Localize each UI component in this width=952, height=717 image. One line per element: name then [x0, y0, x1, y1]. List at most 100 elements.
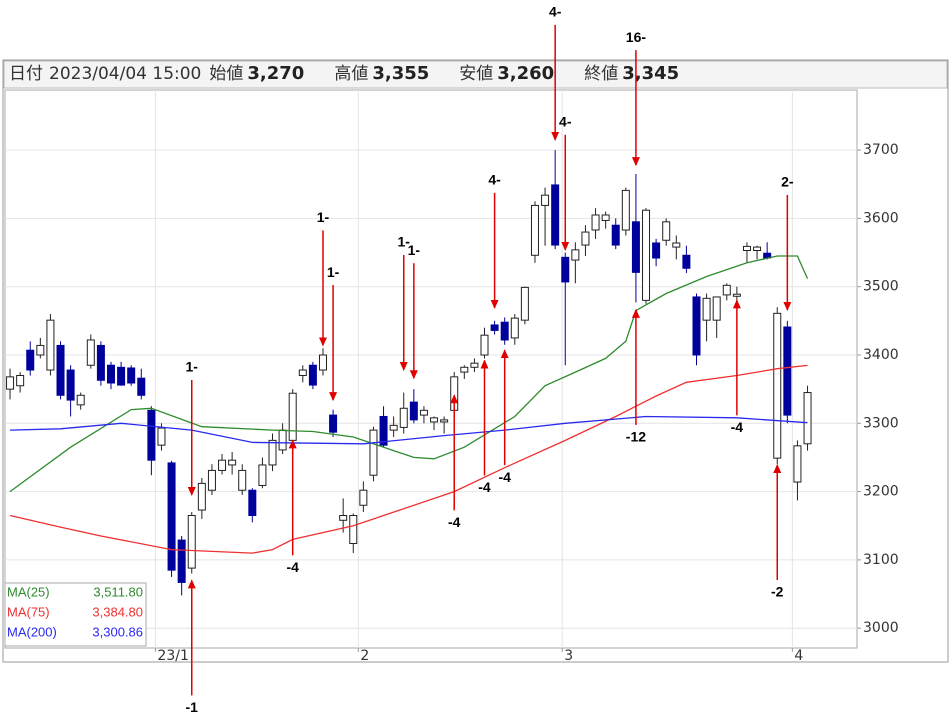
- x-tick-label: 3: [564, 648, 573, 664]
- legend-name: MA(25): [7, 584, 50, 599]
- candle-body: [258, 464, 267, 486]
- candle-body: [783, 326, 792, 416]
- legend-value: 3,511.80: [93, 584, 143, 599]
- candle-body: [551, 184, 560, 246]
- candle-body: [611, 224, 620, 246]
- candle-body: [238, 469, 247, 491]
- y-tick-label: 3500: [863, 279, 899, 295]
- candle-body: [520, 286, 529, 321]
- candle-body: [46, 319, 55, 371]
- candle-body: [288, 392, 297, 441]
- candle-body: [601, 214, 610, 221]
- date-label: 日付: [9, 64, 43, 84]
- field-value: 3,260: [497, 63, 554, 84]
- candle-body: [96, 344, 105, 381]
- candle-body: [76, 394, 85, 406]
- candle-body: [460, 366, 469, 373]
- candle-body: [389, 424, 398, 431]
- candle-body: [157, 427, 166, 446]
- candle-body: [369, 429, 378, 476]
- candle-body: [480, 334, 489, 356]
- candle-body: [500, 321, 509, 341]
- annotation-label: 4-: [549, 4, 562, 20]
- annotation-label: -1: [186, 699, 199, 715]
- candle-body: [167, 462, 176, 571]
- candle-body: [248, 489, 257, 517]
- candle-body: [329, 414, 338, 433]
- legend-name: MA(200): [7, 624, 57, 639]
- field-label: 安値: [459, 64, 493, 84]
- annotation-label: -12: [626, 429, 646, 445]
- candle-body: [682, 254, 691, 269]
- legend-value: 3,384.80: [92, 604, 143, 619]
- candle-body: [197, 482, 206, 511]
- legend-value: 3,300.86: [92, 624, 143, 639]
- header-bar: [3, 60, 948, 89]
- candle-body: [106, 364, 115, 384]
- annotation-label: -4: [448, 514, 461, 530]
- x-tick-label: 4: [794, 648, 803, 664]
- annotation-label: 4-: [488, 172, 501, 188]
- ma-line: [9, 364, 808, 554]
- field-label: 高値: [334, 64, 368, 84]
- candle-body: [591, 214, 600, 231]
- field-value: 3,270: [247, 63, 304, 84]
- candle-body: [349, 515, 358, 545]
- plot-area: [4, 89, 858, 649]
- date: 2023/04/04 15:00: [49, 64, 201, 84]
- candle-body: [621, 189, 630, 231]
- annotation-label: -4: [731, 419, 744, 435]
- candle-body: [652, 242, 661, 259]
- candle-body: [510, 317, 519, 339]
- annotation-label: -2: [771, 584, 784, 600]
- y-tick-label: 3600: [863, 210, 899, 226]
- candle-body: [692, 296, 701, 356]
- plot: [6, 150, 812, 596]
- annotation-label: 1-: [317, 209, 330, 225]
- candle-body: [732, 293, 741, 297]
- annotation-label: 2-: [781, 174, 794, 190]
- y-tick-label: 3200: [863, 484, 899, 500]
- field-value: 3,345: [622, 63, 679, 84]
- candle-body: [127, 367, 136, 384]
- annotation-label: 1-: [398, 234, 411, 250]
- candle-body: [66, 369, 75, 401]
- annotation-label: 1-: [186, 359, 199, 375]
- candle-body: [793, 445, 802, 483]
- annotation-label: 1-: [408, 242, 421, 258]
- axes: 3000 3100 3200 3300 3400 3500 3600 3700 23/1 2 3 4: [154, 142, 899, 664]
- candle-body: [339, 515, 348, 521]
- candle-body: [56, 344, 65, 396]
- candle-body: [490, 324, 499, 331]
- annotation-label: 16-: [626, 29, 647, 45]
- candle-body: [581, 231, 590, 246]
- y-tick-label: 3300: [863, 415, 899, 431]
- candle-body: [86, 339, 95, 366]
- candle-body: [773, 312, 782, 459]
- field-value: 3,355: [372, 63, 429, 84]
- candle-body: [722, 284, 731, 296]
- annotation-label: -4: [286, 559, 299, 575]
- candle-body: [207, 469, 216, 491]
- candle-body: [803, 392, 812, 445]
- annotation-label: 4-: [559, 114, 572, 130]
- annotation-label: 1-: [327, 264, 340, 280]
- candle-body: [672, 242, 681, 248]
- candle-body: [642, 209, 651, 301]
- candle-body: [712, 296, 721, 321]
- candle-body: [399, 407, 408, 428]
- candle-body: [308, 364, 317, 386]
- candle-body: [36, 344, 45, 356]
- candle-body: [409, 401, 418, 421]
- annotation-label: -4: [478, 479, 491, 495]
- annotation-label: -4: [498, 469, 511, 485]
- legend-box: [4, 582, 147, 647]
- candle-body: [26, 349, 35, 371]
- header: 日付 2023/04/04 15:00 始値 3,270 高値 3,355 安値 3,260 終…: [9, 63, 679, 84]
- candle-body: [218, 459, 227, 471]
- candle-body: [117, 366, 126, 386]
- candle-body: [228, 459, 237, 466]
- y-tick-label: 3400: [863, 347, 899, 363]
- candle-body: [742, 245, 751, 252]
